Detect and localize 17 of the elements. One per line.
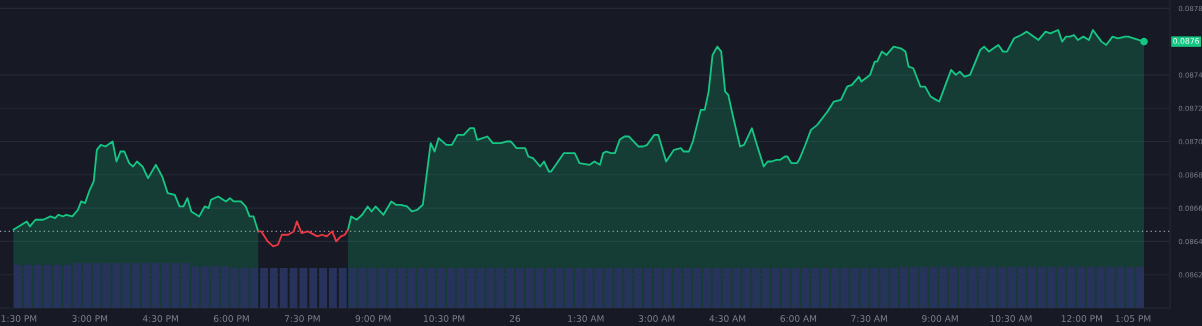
x-tick-label: 3:00 AM: [638, 315, 675, 322]
x-tick-label: 6:00 AM: [780, 315, 817, 322]
x-tick-label: 3:00 PM: [72, 315, 108, 322]
x-tick-label: 4:30 AM: [709, 315, 746, 322]
x-tick-label: 1:30 PM: [1, 315, 37, 322]
x-tick-label: 4:30 PM: [142, 315, 178, 322]
x-tick-label: 10:30 AM: [990, 315, 1032, 322]
x-tick-label: 10:30 PM: [424, 315, 465, 322]
x-tick-label: 7:30 AM: [851, 315, 887, 322]
x-tick-label: 26: [509, 315, 521, 322]
x-tick-label: 9:00 PM: [355, 315, 391, 322]
x-tick-label: 6:00 PM: [213, 315, 249, 322]
x-tick-label: 9:00 AM: [922, 315, 958, 322]
x-tick-label: 7:30 PM: [284, 315, 320, 322]
x-tick-label: 1:30 AM: [568, 315, 604, 322]
x-tick-label: 1:05 PM: [1115, 315, 1151, 322]
x-tick-label: 12:00 PM: [1061, 315, 1102, 322]
